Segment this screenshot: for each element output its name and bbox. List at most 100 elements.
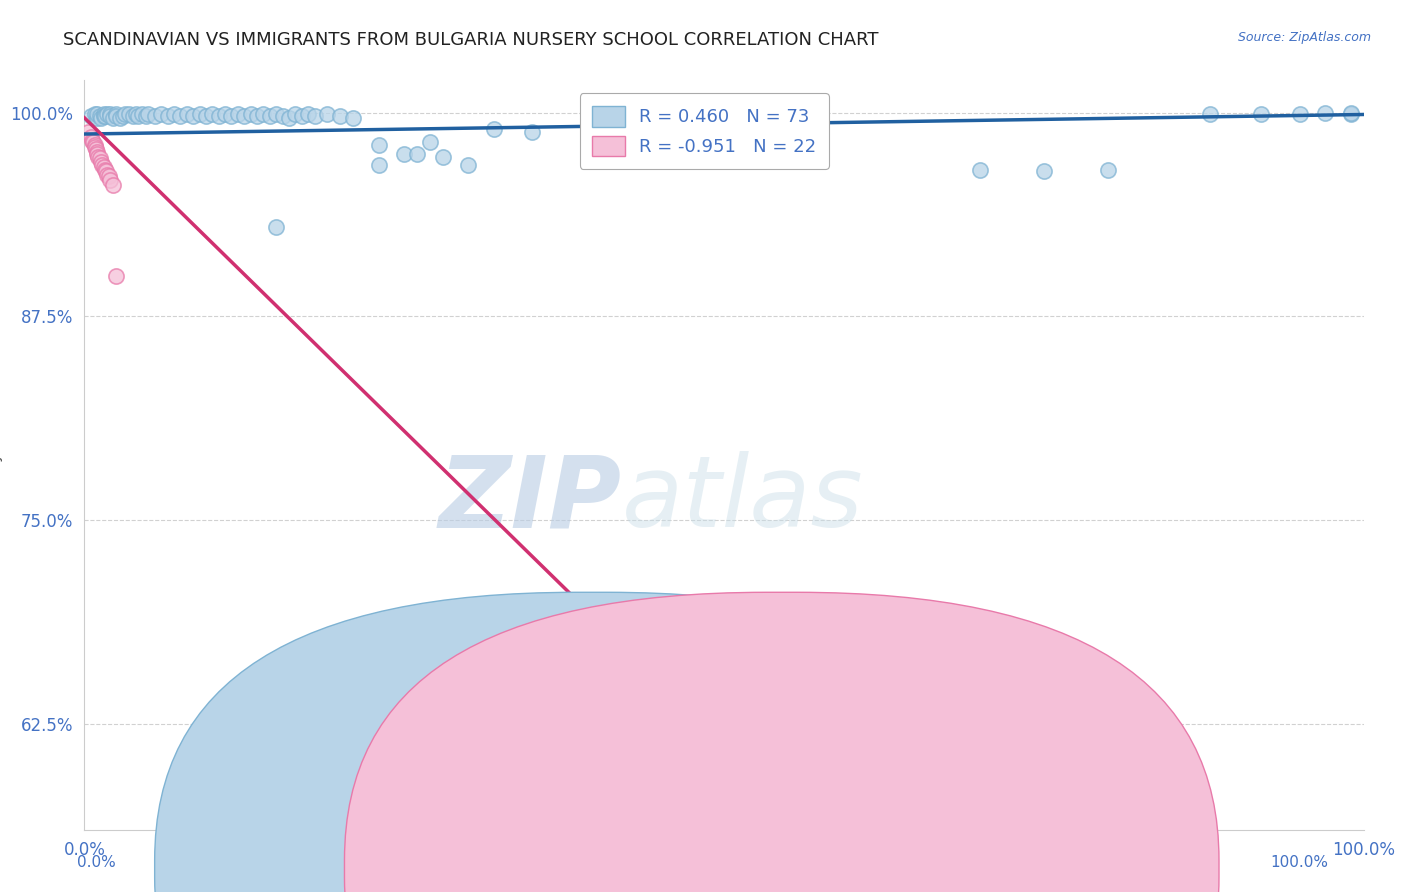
Point xyxy=(77,125,100,139)
Text: Immigrants from Bulgaria: Immigrants from Bulgaria xyxy=(801,862,998,876)
Point xyxy=(86,145,108,159)
Point xyxy=(304,109,326,123)
Point xyxy=(83,140,105,154)
Point xyxy=(80,109,103,123)
Point xyxy=(181,109,204,123)
Point xyxy=(194,109,217,123)
Point xyxy=(80,134,103,148)
Text: ZIP: ZIP xyxy=(439,451,621,549)
Point xyxy=(482,122,505,136)
Point xyxy=(98,107,121,121)
Text: 0.0%: 0.0% xyxy=(77,855,117,870)
Point xyxy=(278,111,301,125)
Point xyxy=(316,107,339,121)
Point xyxy=(419,135,441,149)
Point xyxy=(101,111,124,125)
Point xyxy=(329,109,352,123)
Point xyxy=(98,172,121,186)
Point xyxy=(394,146,416,161)
Point xyxy=(1250,107,1272,121)
Point xyxy=(93,107,115,121)
Point xyxy=(86,146,108,161)
Point xyxy=(246,109,269,123)
Point xyxy=(89,152,111,166)
Point xyxy=(264,107,288,121)
Point xyxy=(291,109,314,123)
Point xyxy=(163,107,186,121)
Point xyxy=(96,168,118,182)
Text: 100.0%: 100.0% xyxy=(1271,855,1329,870)
Point xyxy=(86,111,108,125)
Point xyxy=(80,130,103,145)
Legend: R = 0.460   N = 73, R = -0.951   N = 22: R = 0.460 N = 73, R = -0.951 N = 22 xyxy=(579,93,830,169)
Point xyxy=(1340,107,1362,121)
Point xyxy=(457,158,479,172)
Point xyxy=(83,138,105,153)
Text: SCANDINAVIAN VS IMMIGRANTS FROM BULGARIA NURSERY SCHOOL CORRELATION CHART: SCANDINAVIAN VS IMMIGRANTS FROM BULGARIA… xyxy=(63,31,879,49)
Point xyxy=(520,125,543,139)
Point xyxy=(135,109,157,123)
Point xyxy=(93,109,115,123)
Point xyxy=(150,107,173,121)
Point xyxy=(84,142,107,156)
Point xyxy=(176,107,198,121)
Point xyxy=(239,107,262,121)
Point xyxy=(271,109,294,123)
Point xyxy=(221,109,243,123)
Point xyxy=(367,158,389,172)
Y-axis label: Nursery School: Nursery School xyxy=(0,397,3,513)
Point xyxy=(124,107,146,121)
Point xyxy=(87,150,110,164)
Point xyxy=(91,158,114,172)
Point xyxy=(169,109,191,123)
Text: Scandinavians: Scandinavians xyxy=(612,862,723,876)
Point xyxy=(188,107,211,121)
Point xyxy=(114,107,136,121)
Point xyxy=(108,111,131,125)
Point xyxy=(264,219,288,234)
Point xyxy=(127,109,149,123)
Point xyxy=(1315,106,1337,120)
Point xyxy=(93,160,115,174)
Point xyxy=(259,109,281,123)
Point xyxy=(284,107,307,121)
Point xyxy=(143,109,166,123)
Point xyxy=(1032,164,1054,178)
Point xyxy=(111,109,134,123)
Point xyxy=(214,107,236,121)
Point xyxy=(131,107,153,121)
Point xyxy=(1199,107,1222,121)
Point xyxy=(86,107,108,121)
Point xyxy=(432,150,454,164)
Point xyxy=(406,146,429,161)
Point xyxy=(713,781,735,796)
Point xyxy=(89,109,111,123)
Point xyxy=(138,107,160,121)
Point xyxy=(94,164,117,178)
Point xyxy=(98,109,121,123)
Point xyxy=(101,178,124,192)
Point xyxy=(105,268,128,283)
Point xyxy=(233,109,256,123)
Point xyxy=(208,109,231,123)
Point xyxy=(201,107,224,121)
Point xyxy=(1097,162,1119,177)
Point xyxy=(252,107,274,121)
Point xyxy=(90,154,112,169)
Point xyxy=(297,107,319,121)
Point xyxy=(83,107,105,121)
Point xyxy=(367,138,389,153)
Point xyxy=(1340,106,1362,120)
Text: atlas: atlas xyxy=(621,451,863,549)
Point xyxy=(156,109,179,123)
Point xyxy=(1288,107,1310,121)
Point xyxy=(105,107,128,121)
Text: Source: ZipAtlas.com: Source: ZipAtlas.com xyxy=(1237,31,1371,45)
Point xyxy=(94,162,117,177)
Point xyxy=(342,111,364,125)
Point xyxy=(94,109,117,123)
Point xyxy=(96,107,118,121)
Point xyxy=(226,107,249,121)
Point xyxy=(105,109,128,123)
Point xyxy=(122,109,145,123)
